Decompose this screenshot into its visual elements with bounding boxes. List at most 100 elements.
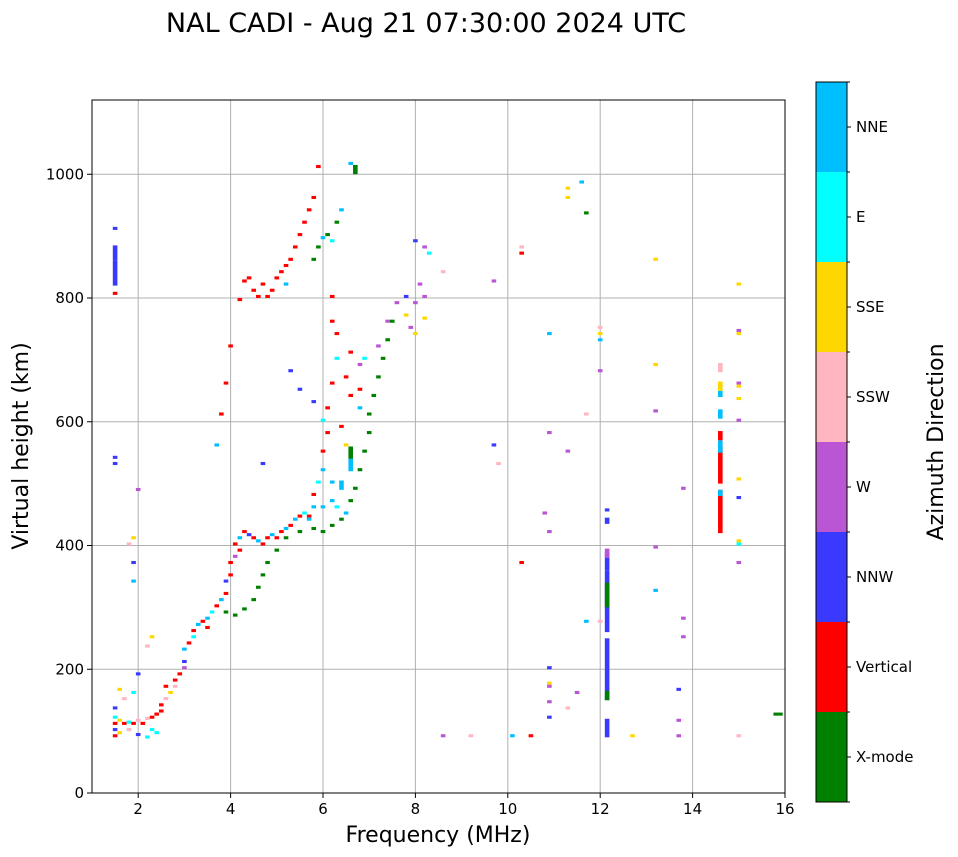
data-point-vertical bbox=[205, 625, 210, 630]
data-point-nnw bbox=[112, 226, 118, 230]
data-point-vertical bbox=[242, 279, 247, 283]
data-point-nne bbox=[237, 536, 243, 540]
data-point-e bbox=[426, 251, 432, 255]
data-point-vertical bbox=[246, 276, 252, 280]
data-point-sse bbox=[343, 443, 349, 447]
data-point-nne bbox=[584, 619, 589, 623]
data-point-e bbox=[112, 715, 118, 719]
data-point-e bbox=[209, 610, 215, 614]
data-point-sse bbox=[117, 687, 123, 691]
data-point-vertical bbox=[718, 489, 723, 534]
data-point-vertical bbox=[186, 641, 192, 645]
data-point-sse bbox=[653, 362, 658, 367]
data-point-ssw bbox=[565, 706, 571, 710]
colorbar-swatch-e bbox=[816, 172, 847, 262]
colorbar-tick-label: Vertical bbox=[856, 658, 912, 676]
data-point-x-mode bbox=[353, 486, 358, 490]
data-point-vertical bbox=[172, 678, 178, 682]
data-point-vertical bbox=[348, 350, 354, 354]
data-point-nnw bbox=[112, 728, 118, 732]
data-point-ssw bbox=[440, 270, 446, 274]
colorbar-tick-label: SSW bbox=[856, 388, 890, 406]
data-point-sse bbox=[718, 381, 723, 391]
data-point-vertical bbox=[297, 233, 303, 237]
y-tick-label: 200 bbox=[55, 660, 84, 678]
data-point-ssw bbox=[163, 697, 169, 701]
x-tick-label: 16 bbox=[775, 800, 794, 818]
y-tick-label: 0 bbox=[74, 784, 84, 802]
data-point-nnw bbox=[112, 706, 118, 710]
data-point-w bbox=[547, 431, 552, 435]
data-point-e bbox=[191, 635, 196, 639]
data-point-vertical bbox=[237, 548, 243, 552]
data-point-vertical bbox=[279, 270, 284, 274]
data-point-vertical bbox=[292, 245, 298, 249]
data-point-nne bbox=[718, 409, 723, 419]
data-point-nne bbox=[311, 505, 317, 509]
data-point-vertical bbox=[214, 604, 220, 608]
data-point-nne bbox=[348, 458, 354, 472]
data-point-w bbox=[736, 328, 742, 333]
data-point-nnw bbox=[676, 687, 682, 691]
data-point-w bbox=[736, 418, 742, 422]
data-point-nnw bbox=[604, 508, 610, 512]
data-point-nnw bbox=[112, 248, 118, 261]
data-point-vertical bbox=[140, 721, 146, 725]
data-point-nne bbox=[205, 616, 210, 620]
data-point-nnw bbox=[182, 659, 187, 664]
x-tick-label: 12 bbox=[591, 800, 610, 818]
data-point-w bbox=[135, 487, 141, 492]
data-point-w bbox=[394, 301, 400, 305]
data-point-nne bbox=[339, 208, 344, 212]
axis-ticks: 2 4 6 8 10 12 14 16 0 200 400 600 800 1000 bbox=[46, 165, 795, 818]
data-point-sse bbox=[168, 690, 173, 694]
data-point-sse bbox=[565, 195, 571, 199]
data-point-e bbox=[320, 418, 326, 422]
data-point-x-mode bbox=[366, 412, 372, 416]
data-point-vertical bbox=[149, 715, 155, 719]
data-point-vertical bbox=[718, 431, 723, 441]
data-point-sse bbox=[653, 257, 658, 261]
data-point-nne bbox=[320, 468, 326, 472]
plot-frame bbox=[91, 99, 786, 794]
data-point-nne bbox=[357, 406, 363, 410]
data-point-x-mode bbox=[223, 610, 229, 614]
data-point-nnw bbox=[403, 294, 409, 298]
data-point-vertical bbox=[251, 288, 256, 292]
data-point-x-mode bbox=[584, 211, 589, 215]
data-point-x-mode bbox=[357, 468, 363, 472]
data-point-nne bbox=[219, 598, 224, 602]
data-point-ssw bbox=[145, 716, 150, 720]
data-point-x-mode bbox=[251, 598, 256, 602]
data-point-sse bbox=[630, 734, 635, 738]
data-point-vertical bbox=[112, 291, 118, 295]
data-point-e bbox=[362, 356, 367, 360]
data-point-vertical bbox=[228, 344, 233, 348]
data-point-vertical bbox=[112, 721, 118, 725]
data-point-vertical bbox=[343, 375, 349, 379]
colorbar-tick-label: X-mode bbox=[856, 748, 913, 766]
data-point-x-mode bbox=[371, 393, 377, 397]
data-point-w bbox=[182, 666, 187, 670]
data-point-vertical bbox=[325, 406, 330, 410]
data-point-sse bbox=[413, 332, 418, 336]
data-point-nnw bbox=[112, 461, 118, 466]
data-point-ssw bbox=[122, 697, 127, 701]
data-point-ssw bbox=[145, 644, 150, 648]
data-point-vertical bbox=[122, 721, 127, 725]
data-point-ssw bbox=[597, 325, 603, 329]
data-point-x-mode bbox=[311, 257, 317, 261]
data-point-vertical bbox=[260, 542, 266, 546]
data-point-nnw bbox=[604, 718, 610, 738]
data-point-nne bbox=[306, 517, 312, 521]
data-point-vertical bbox=[242, 530, 247, 534]
data-point-vertical bbox=[348, 393, 354, 397]
data-point-vertical bbox=[131, 721, 136, 725]
data-point-w bbox=[542, 511, 548, 515]
x-axis-label: Frequency (MHz) bbox=[346, 823, 531, 848]
data-point-x-mode bbox=[316, 245, 321, 249]
data-point-w bbox=[565, 449, 571, 453]
data-point-x-mode bbox=[260, 573, 266, 577]
data-point-w bbox=[357, 362, 363, 367]
